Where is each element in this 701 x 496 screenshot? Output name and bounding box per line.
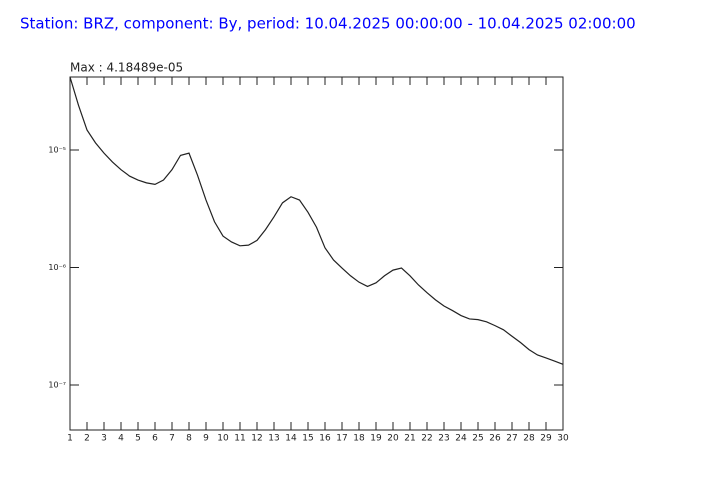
x-tick-label: 15 bbox=[302, 434, 313, 444]
y-tick-label: 10⁻⁷ bbox=[48, 380, 66, 389]
y-tick-label: 10⁻⁵ bbox=[48, 145, 66, 154]
x-tick-label: 17 bbox=[336, 434, 347, 444]
x-tick-label: 27 bbox=[506, 434, 517, 444]
x-tick-label: 11 bbox=[234, 434, 245, 444]
x-tick-label: 24 bbox=[455, 434, 467, 444]
x-tick-label: 7 bbox=[169, 434, 175, 444]
x-tick-label: 19 bbox=[370, 434, 382, 444]
chart-title: Station: BRZ, component: By, period: 10.… bbox=[20, 15, 636, 33]
x-tick-label: 1 bbox=[67, 434, 73, 444]
x-tick-label: 10 bbox=[217, 434, 229, 444]
x-tick-label: 28 bbox=[523, 434, 535, 444]
x-tick-label: 14 bbox=[285, 434, 297, 444]
x-tick-label: 30 bbox=[557, 434, 569, 444]
x-tick-label: 22 bbox=[421, 434, 432, 444]
x-tick-label: 4 bbox=[118, 434, 124, 444]
x-tick-label: 16 bbox=[319, 434, 331, 444]
x-tick-label: 23 bbox=[438, 434, 449, 444]
x-tick-label: 3 bbox=[101, 434, 107, 444]
x-tick-label: 5 bbox=[135, 434, 141, 444]
y-tick-label: 10⁻⁶ bbox=[48, 263, 66, 272]
x-tick-label: 2 bbox=[84, 434, 90, 444]
x-tick-label: 29 bbox=[540, 434, 552, 444]
x-tick-label: 18 bbox=[353, 434, 365, 444]
x-tick-label: 9 bbox=[203, 434, 209, 444]
x-tick-label: 20 bbox=[387, 434, 399, 444]
annotation: Max : 4.18489e-05 bbox=[70, 61, 183, 75]
data-line bbox=[69, 76, 564, 365]
plot-frame bbox=[69, 76, 564, 431]
x-tick-label: 8 bbox=[186, 434, 192, 444]
x-tick-label: 12 bbox=[251, 434, 262, 444]
x-tick-label: 13 bbox=[268, 434, 279, 444]
x-tick-label: 26 bbox=[489, 434, 501, 444]
x-tick-label: 21 bbox=[404, 434, 415, 444]
x-tick-label: 6 bbox=[152, 434, 158, 444]
x-tick-label: 25 bbox=[472, 434, 483, 444]
